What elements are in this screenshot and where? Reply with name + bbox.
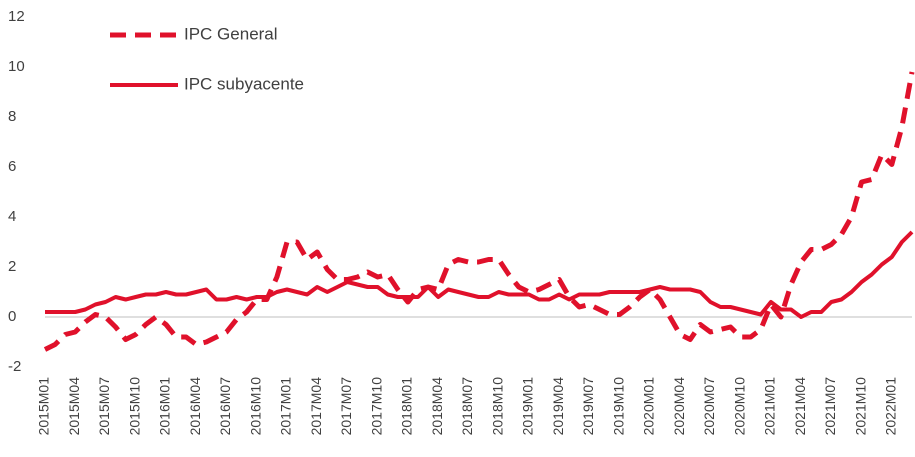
x-tick-label: 2017M01 — [278, 377, 294, 436]
x-tick-label: 2017M07 — [338, 377, 354, 436]
x-tick-label: 2018M07 — [459, 377, 475, 436]
x-tick-label: 2021M10 — [852, 377, 868, 436]
y-tick-label: 4 — [8, 208, 16, 225]
x-tick-label: 2015M10 — [126, 377, 142, 436]
x-tick-label: 2022M01 — [883, 377, 899, 436]
x-tick-label: 2016M04 — [187, 377, 203, 436]
x-tick-label: 2021M07 — [822, 377, 838, 436]
y-tick-label: 8 — [8, 108, 16, 125]
x-tick-label: 2017M04 — [308, 377, 324, 436]
x-tick-label: 2019M07 — [580, 377, 596, 436]
x-tick-label: 2016M01 — [157, 377, 173, 436]
x-tick-label: 2015M01 — [36, 377, 52, 436]
x-tick-label: 2019M10 — [610, 377, 626, 436]
legend-label: IPC subyacente — [184, 74, 304, 93]
line-series — [45, 230, 914, 319]
x-tick-label: 2018M04 — [429, 377, 445, 436]
x-tick-label: 2016M10 — [247, 377, 263, 436]
x-tick-label: 2016M07 — [217, 377, 233, 436]
x-tick-label: 2020M04 — [671, 377, 687, 436]
x-tick-label: 2020M10 — [731, 377, 747, 436]
y-tick-label: 2 — [8, 258, 16, 275]
x-tick-label: 2018M01 — [399, 377, 415, 436]
x-tick-label: 2020M07 — [701, 377, 717, 436]
x-tick-label: 2020M01 — [641, 377, 657, 436]
legend-label: IPC General — [184, 24, 278, 43]
y-tick-label: 6 — [8, 158, 16, 175]
x-tick-label: 2021M04 — [792, 377, 808, 436]
y-tick-label: 12 — [8, 8, 25, 25]
y-tick-label: -2 — [8, 358, 21, 375]
y-tick-label: 10 — [8, 58, 25, 75]
x-tick-label: 2017M10 — [368, 377, 384, 436]
x-tick-label: 2019M01 — [520, 377, 536, 436]
x-tick-label: 2021M01 — [762, 377, 778, 436]
y-tick-label: 0 — [8, 308, 16, 325]
line-series — [43, 71, 915, 352]
x-tick-label: 2015M07 — [96, 377, 112, 436]
x-tick-label: 2018M10 — [489, 377, 505, 436]
x-tick-label: 2015M04 — [66, 377, 82, 436]
x-tick-label: 2019M04 — [550, 377, 566, 436]
